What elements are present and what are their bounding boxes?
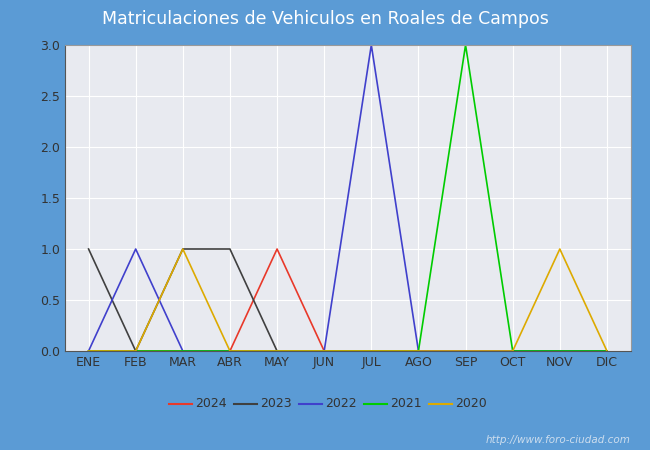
Text: http://www.foro-ciudad.com: http://www.foro-ciudad.com	[486, 435, 630, 445]
Text: Matriculaciones de Vehiculos en Roales de Campos: Matriculaciones de Vehiculos en Roales d…	[101, 10, 549, 28]
Text: 2022: 2022	[325, 397, 357, 410]
Text: 2024: 2024	[195, 397, 227, 410]
Text: 2020: 2020	[455, 397, 487, 410]
Text: 2023: 2023	[260, 397, 292, 410]
Text: 2021: 2021	[390, 397, 422, 410]
